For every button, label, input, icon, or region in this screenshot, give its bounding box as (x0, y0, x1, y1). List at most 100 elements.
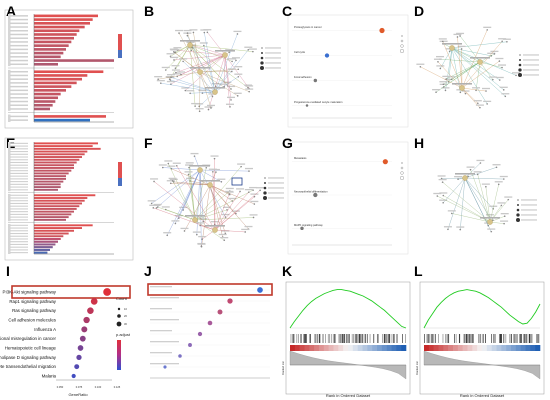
gene-node (485, 185, 487, 188)
bar (34, 232, 69, 235)
network-edge (475, 61, 481, 91)
network-edge (170, 79, 216, 93)
gene-node (170, 83, 172, 85)
gene-label-placeholder (488, 76, 497, 78)
panel-f-network (147, 152, 284, 248)
bar-label-placeholder (10, 197, 28, 199)
hub-label-placeholder (190, 165, 210, 167)
rank-color-segment (520, 345, 526, 351)
legend-dot (400, 44, 404, 48)
legend-dot (400, 39, 404, 43)
gene-label-placeholder (494, 181, 503, 183)
pathway-dot (178, 354, 182, 358)
gene-label-placeholder (210, 155, 219, 157)
gene-label-placeholder (456, 32, 465, 35)
gene-node (175, 164, 178, 167)
bar (34, 229, 74, 232)
network-edge (199, 71, 250, 92)
gene-node (239, 190, 241, 193)
bar-label-placeholder (10, 30, 28, 32)
bar-label-placeholder (10, 200, 28, 202)
rank-color-segment (352, 345, 358, 351)
group-strip (8, 142, 11, 192)
gene-node (247, 48, 250, 51)
network-edge (451, 41, 507, 49)
bar-low (34, 251, 48, 254)
panel-k-gsea (289, 289, 407, 380)
gene-label-placeholder (443, 226, 452, 228)
panel-j-highlight-box (147, 283, 273, 296)
network-edge (464, 177, 492, 232)
gene-node (231, 60, 233, 63)
panel-label-i: I (6, 263, 10, 279)
pathway-dot (76, 354, 82, 360)
bar (34, 107, 50, 111)
rank-color-segment (396, 345, 402, 351)
gene-label-placeholder (163, 232, 172, 234)
pathway-label: Rap1 signaling pathway (9, 299, 56, 304)
rank-color-segment (299, 345, 305, 351)
panel-a-bars (8, 14, 122, 123)
legend-size-dot (517, 204, 519, 206)
bar-label-placeholder (10, 85, 28, 88)
panel-i-tick-3: 0.125 (114, 385, 121, 389)
gene-label-placeholder (198, 89, 207, 92)
bar-label-placeholder (10, 208, 28, 210)
rank-color-segment (343, 345, 349, 351)
gene-node (457, 178, 459, 180)
gene-label-placeholder (442, 75, 451, 78)
legend-label-placeholder (523, 59, 539, 61)
network-edge (172, 180, 196, 221)
gene-label-placeholder (186, 177, 195, 180)
legend-label-placeholder (265, 57, 281, 59)
legend-label-placeholder (268, 177, 284, 179)
bar-low (34, 238, 61, 240)
gene-label-placeholder (476, 159, 485, 162)
rank-color-segment (381, 345, 387, 351)
gene-node (442, 83, 445, 86)
rank-color-segment (357, 345, 363, 351)
dot (382, 159, 388, 165)
gene-node (501, 66, 503, 69)
hub-node (192, 217, 198, 223)
bar (34, 227, 82, 230)
gene-node (476, 173, 479, 176)
rank-color-segment (333, 345, 339, 351)
gene-label-placeholder (199, 42, 208, 44)
bar-label-placeholder (10, 97, 28, 99)
gene-node (447, 228, 449, 231)
gene-node (174, 222, 177, 225)
network-edge (177, 50, 226, 56)
network-edge (199, 169, 204, 222)
gene-node (253, 203, 256, 205)
bar-label-placeholder (10, 230, 28, 232)
gene-node (173, 59, 175, 61)
legend-label-placeholder (521, 199, 537, 201)
gene-label-placeholder (220, 83, 229, 85)
bar-label-placeholder (10, 216, 28, 218)
bar (34, 166, 74, 169)
gene-label-placeholder (502, 38, 511, 40)
legend-size-dot (261, 52, 263, 54)
bar (34, 213, 72, 216)
bar-label-placeholder (10, 142, 28, 144)
bar (34, 14, 98, 18)
bar (34, 169, 72, 172)
hub-node (477, 59, 483, 65)
bar-label-placeholder (10, 15, 28, 17)
gene-label-placeholder (444, 78, 453, 81)
gene-label-placeholder (457, 45, 466, 48)
gene-node (442, 201, 444, 204)
gene-label-placeholder (199, 218, 208, 220)
bar (34, 33, 77, 36)
panel-i-color-bar (117, 340, 121, 370)
gene-node (150, 202, 153, 205)
bar-label-placeholder (10, 211, 28, 213)
network-edge (170, 183, 211, 186)
gene-node (207, 108, 210, 111)
network-edge (158, 71, 201, 80)
gene-label-placeholder (436, 55, 445, 58)
gene-label-placeholder (489, 205, 498, 207)
legend-label-placeholder (523, 69, 539, 71)
bar (34, 22, 90, 25)
